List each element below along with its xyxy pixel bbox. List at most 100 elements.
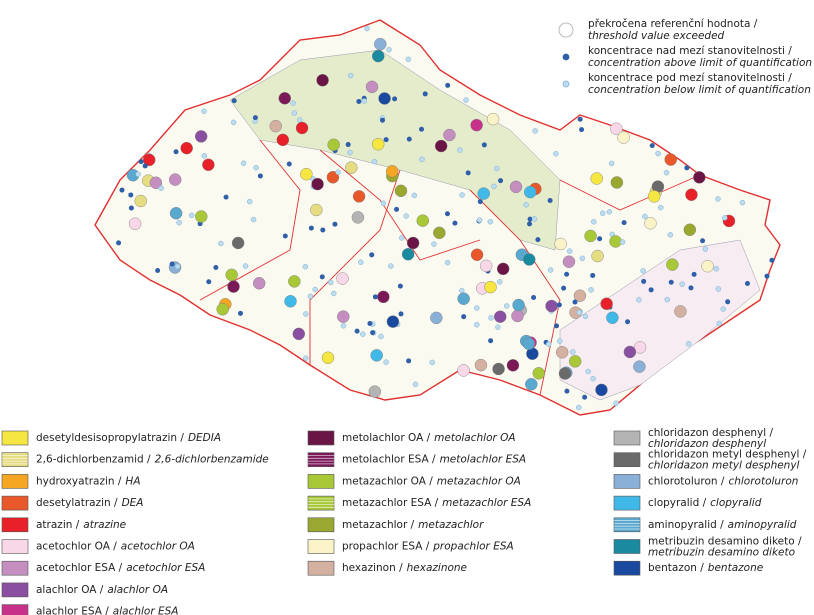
sample-pie — [590, 172, 603, 185]
sample-above-loq — [394, 206, 400, 212]
legend-label-english: chlorotoluron — [728, 475, 798, 487]
sample-below-loq — [495, 324, 501, 330]
legend-label-english: clopyralid — [710, 497, 762, 509]
sample-below-loq — [218, 240, 224, 247]
legend-swatch — [613, 517, 641, 533]
legend-label-czech: acetochlor OA / — [36, 541, 117, 553]
sample-below-loq — [608, 160, 615, 167]
legend-label-czech: metolachlor OA / — [342, 432, 431, 444]
sample-above-loq — [142, 163, 148, 169]
sample-below-loq — [201, 153, 208, 159]
sample-pie — [545, 299, 558, 313]
legend-label: desetylatrazin / DEA — [36, 497, 143, 509]
sample-below-loq — [576, 309, 583, 316]
sample-pie — [321, 351, 335, 364]
sample-pie — [484, 280, 497, 294]
legend-swatch — [1, 452, 29, 468]
sample-pie — [168, 173, 182, 186]
sample-above-loq — [461, 314, 467, 320]
sample-below-loq — [135, 171, 141, 177]
legend-label: propachlor ESA / propachlor ESA — [342, 541, 514, 553]
sample-above-loq — [383, 137, 389, 143]
sample-above-loq — [370, 330, 376, 336]
legend-label-czech: metazachlor ESA / — [342, 497, 439, 509]
sample-below-loq — [361, 98, 367, 104]
sample-above-loq — [700, 238, 706, 244]
legend-label-english: atrazine — [83, 519, 126, 531]
sample-pie — [664, 153, 677, 166]
legend-label-czech: clopyralid / — [648, 497, 707, 509]
legend-swatch — [307, 452, 335, 468]
sample-above-loq — [397, 283, 403, 289]
sample-pie — [584, 229, 597, 243]
sample-below-loq — [174, 263, 181, 270]
legend-swatch — [1, 560, 29, 576]
legend-label-english: concentration above limit of quantificat… — [588, 57, 812, 69]
legend-label: alachlor ESA / alachlor ESA — [36, 606, 178, 615]
sample-above-loq — [354, 328, 360, 334]
sample-above-loq — [237, 310, 243, 316]
sample-pie — [337, 310, 350, 323]
sample-below-loq — [664, 296, 671, 303]
sample-below-loq — [545, 341, 552, 347]
sample-pie — [674, 305, 687, 318]
sample-pie — [486, 112, 500, 126]
sample-pie — [524, 185, 537, 199]
sample-below-loq — [335, 169, 341, 175]
sample-pie — [278, 92, 291, 105]
sample-above-loq — [445, 82, 451, 88]
sample-above-loq — [641, 278, 647, 284]
sample-above-loq — [406, 136, 412, 142]
sample-above-loq — [345, 142, 351, 148]
legend-label-czech: desetyldesisopropylatrazin / — [36, 432, 184, 444]
legend-swatch — [307, 539, 335, 554]
sample-pie — [394, 184, 408, 198]
sample-pie — [385, 165, 399, 178]
sample-below-loq — [188, 212, 195, 219]
sample-below-loq — [303, 311, 309, 317]
sample-pie — [554, 237, 567, 251]
sample-below-loq — [685, 341, 692, 347]
legend-label-czech: hexazinon / — [342, 562, 403, 574]
sample-pie — [336, 272, 349, 285]
legend-label-czech: metazachlor OA / — [342, 475, 433, 487]
sample-above-loq — [572, 299, 578, 305]
sample-above-loq — [649, 143, 655, 149]
sample-below-loq — [720, 306, 727, 312]
legend-swatch — [613, 495, 641, 511]
sample-below-loq — [715, 196, 721, 202]
sample-pie — [434, 139, 448, 153]
sample-pie — [492, 362, 505, 376]
legend-swatch — [1, 430, 29, 446]
legend-label-czech: koncentrace pod mezí stanovitelnosti / — [588, 72, 792, 84]
sample-pie — [512, 298, 525, 312]
sample-below-loq — [327, 279, 334, 286]
sample-above-loq — [556, 302, 562, 308]
region-south-moravia — [559, 239, 761, 401]
sample-below-loq — [347, 149, 353, 156]
legend-label: hydroxyatrazin / HA — [36, 475, 141, 487]
sample-pie — [693, 171, 706, 184]
legend-label-english: acetochlor OA — [121, 541, 195, 553]
sample-above-loq — [223, 194, 229, 200]
legend-swatch — [613, 452, 641, 468]
sample-above-loq — [684, 165, 690, 171]
sample-pie — [368, 385, 382, 398]
sample-above-loq — [744, 280, 750, 286]
sample-pie — [532, 367, 545, 380]
sample-below-loq — [240, 160, 247, 167]
legend-label-english: bentazone — [708, 562, 763, 574]
sample-above-loq — [691, 271, 697, 277]
sample-below-loq — [619, 239, 626, 245]
sample-pie — [573, 289, 587, 302]
sample-below-loq — [716, 320, 722, 327]
legend-label-english: aminopyralid — [728, 519, 797, 531]
sample-above-loq — [527, 221, 533, 227]
sample-above-loq — [498, 178, 504, 184]
sample-pie — [562, 255, 576, 268]
sample-below-loq — [503, 303, 510, 309]
sample-below-loq — [579, 255, 586, 262]
legend-label-czech: chloridazon desphenyl / — [648, 427, 774, 439]
sample-below-loq — [493, 165, 500, 172]
sample-above-loq — [648, 287, 654, 293]
